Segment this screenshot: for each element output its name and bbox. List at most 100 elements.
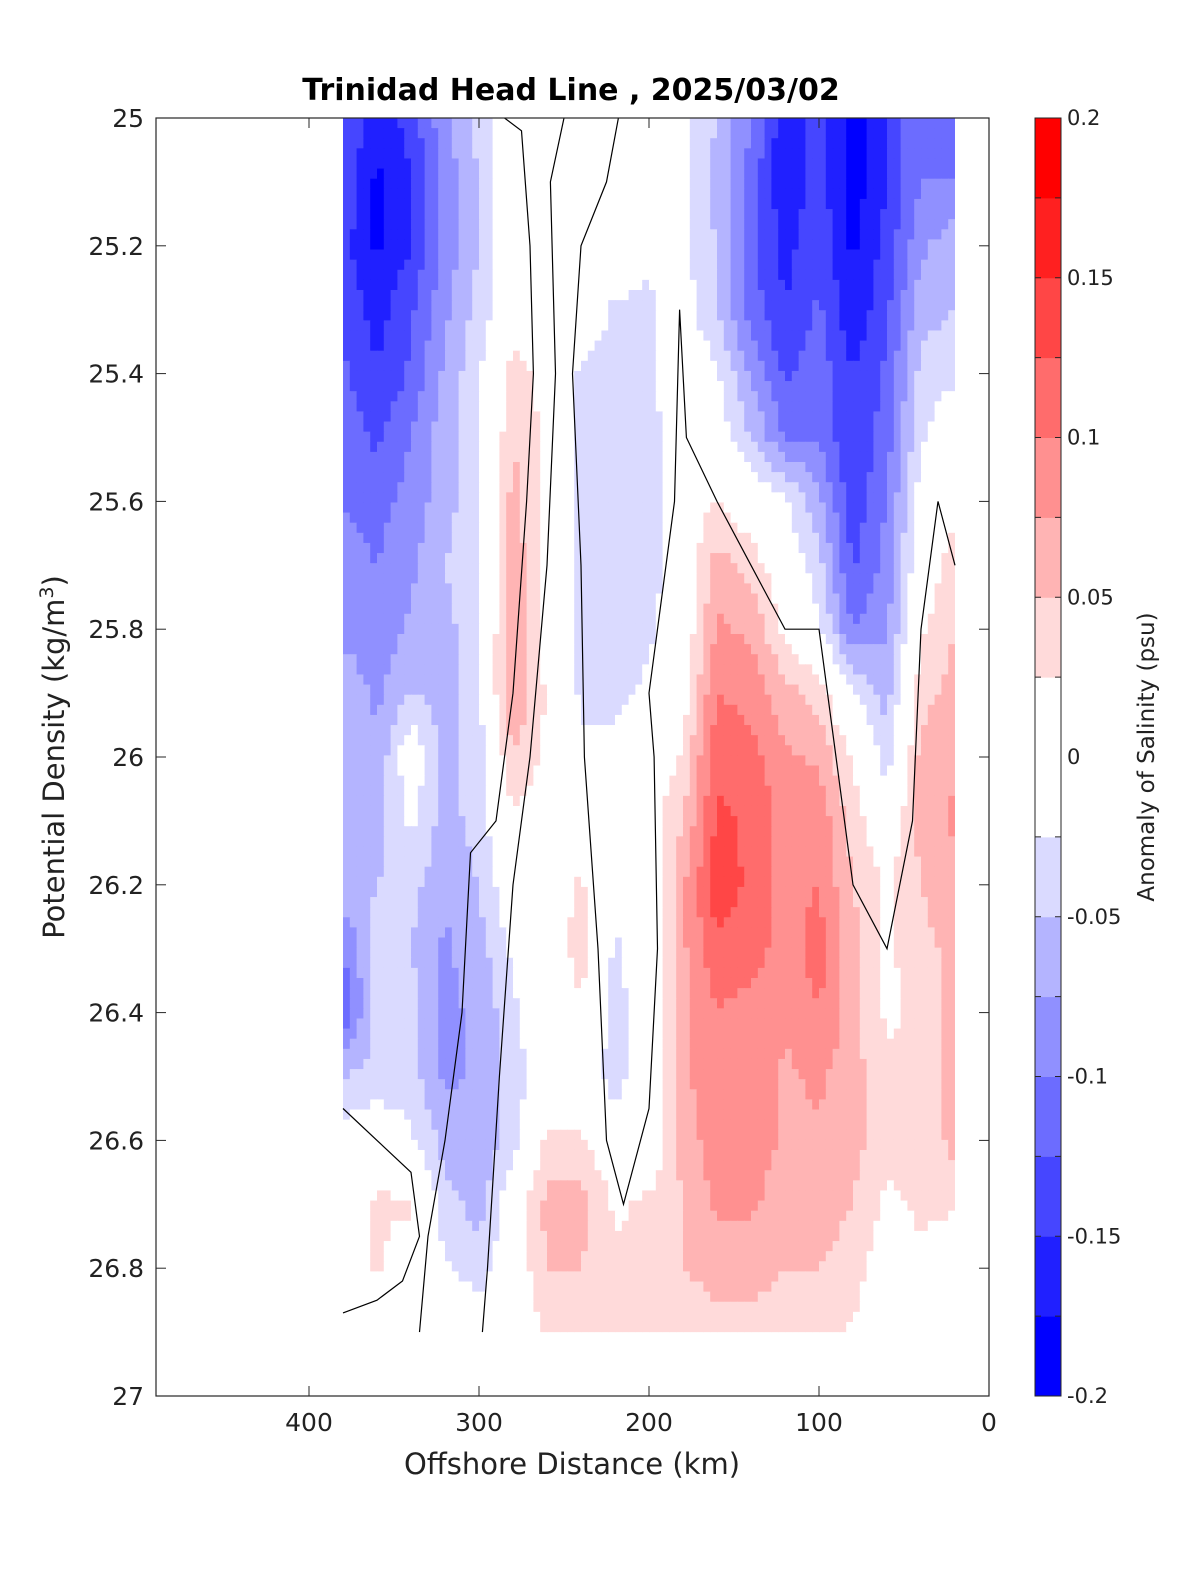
- field-cell: [839, 128, 847, 139]
- field-cell: [621, 563, 630, 574]
- field-cell: [662, 451, 670, 463]
- field-cell: [472, 502, 480, 514]
- field-cell: [798, 269, 806, 281]
- field-cell: [812, 583, 820, 595]
- field-cell: [553, 229, 562, 241]
- field-cell: [472, 401, 480, 413]
- field-cell: [526, 603, 534, 615]
- field-cell: [567, 239, 575, 251]
- field-cell: [492, 401, 500, 413]
- field-cell: [805, 431, 813, 443]
- field-cell: [458, 472, 466, 483]
- field-cell: [628, 613, 636, 625]
- field-cell: [880, 492, 888, 504]
- field-cell: [887, 249, 895, 261]
- field-cell: [608, 431, 616, 443]
- field-cell: [791, 138, 800, 149]
- field-cell: [587, 259, 596, 271]
- field-cell: [526, 451, 534, 463]
- field-cell: [893, 128, 902, 139]
- field-cell: [431, 360, 439, 372]
- field-cell: [771, 401, 779, 413]
- field-cell: [771, 249, 779, 261]
- field-cell: [927, 502, 936, 514]
- field-cell: [764, 360, 772, 372]
- field-cell: [893, 431, 902, 443]
- field-cell: [363, 350, 371, 362]
- field-cell: [526, 654, 534, 665]
- field-cell: [669, 512, 677, 524]
- field-cell: [506, 128, 514, 139]
- field-cell: [921, 391, 929, 402]
- field-cell: [853, 512, 861, 524]
- field-cell: [499, 370, 507, 382]
- field-cell: [485, 674, 494, 686]
- field-cell: [893, 290, 902, 301]
- field-cell: [859, 350, 868, 362]
- field-cell: [900, 279, 908, 291]
- field-cell: [608, 583, 616, 595]
- field-cell: [343, 542, 351, 554]
- field-cell: [465, 401, 473, 413]
- field-cell: [540, 623, 548, 635]
- field-cell: [526, 340, 534, 352]
- field-cell: [744, 350, 752, 362]
- field-cell: [859, 431, 868, 443]
- field-cell: [356, 542, 364, 554]
- field-cell: [683, 198, 691, 210]
- field-cell: [567, 431, 575, 443]
- field-cell: [621, 441, 630, 453]
- field-cell: [492, 188, 500, 200]
- field-cell: [601, 462, 609, 473]
- field-cell: [404, 128, 412, 139]
- field-cell: [649, 188, 657, 200]
- field-cell: [377, 300, 385, 311]
- field-cell: [839, 512, 847, 524]
- field-cell: [696, 300, 704, 311]
- field-cell: [594, 573, 602, 585]
- field-cell: [615, 462, 623, 473]
- field-cell: [519, 613, 528, 625]
- field-cell: [519, 573, 528, 585]
- field-cell: [717, 350, 725, 362]
- field-cell: [513, 209, 521, 220]
- field-cell: [948, 664, 955, 676]
- field-cell: [383, 350, 392, 362]
- field-cell: [696, 310, 704, 321]
- field-cell: [757, 188, 766, 200]
- field-cell: [547, 370, 555, 382]
- field-cell: [526, 472, 534, 483]
- field-cell: [499, 188, 507, 200]
- field-cell: [465, 249, 473, 261]
- field-cell: [880, 118, 888, 129]
- field-cell: [451, 370, 460, 382]
- field-cell: [825, 522, 834, 534]
- field-cell: [621, 492, 630, 504]
- field-cell: [662, 563, 670, 574]
- field-cell: [812, 573, 820, 585]
- field-cell: [451, 472, 460, 483]
- field-cell: [730, 229, 738, 241]
- field-cell: [696, 269, 704, 281]
- field-cell: [635, 118, 643, 129]
- field-cell: [458, 360, 466, 372]
- field-cell: [839, 188, 847, 200]
- field-cell: [424, 300, 432, 311]
- field-cell: [655, 431, 664, 443]
- field-cell: [370, 360, 378, 372]
- field-cell: [655, 300, 664, 311]
- field-cell: [710, 411, 718, 423]
- field-cell: [893, 441, 902, 453]
- field-cell: [506, 674, 514, 686]
- field-cell: [424, 472, 432, 483]
- field-cell: [533, 168, 541, 180]
- field-cell: [649, 492, 657, 504]
- field-cell: [757, 290, 766, 301]
- field-cell: [431, 350, 439, 362]
- field-cell: [356, 128, 364, 139]
- field-cell: [492, 360, 500, 372]
- field-cell: [941, 168, 949, 180]
- field-cell: [438, 279, 446, 291]
- field-cell: [710, 300, 718, 311]
- field-cell: [751, 360, 759, 372]
